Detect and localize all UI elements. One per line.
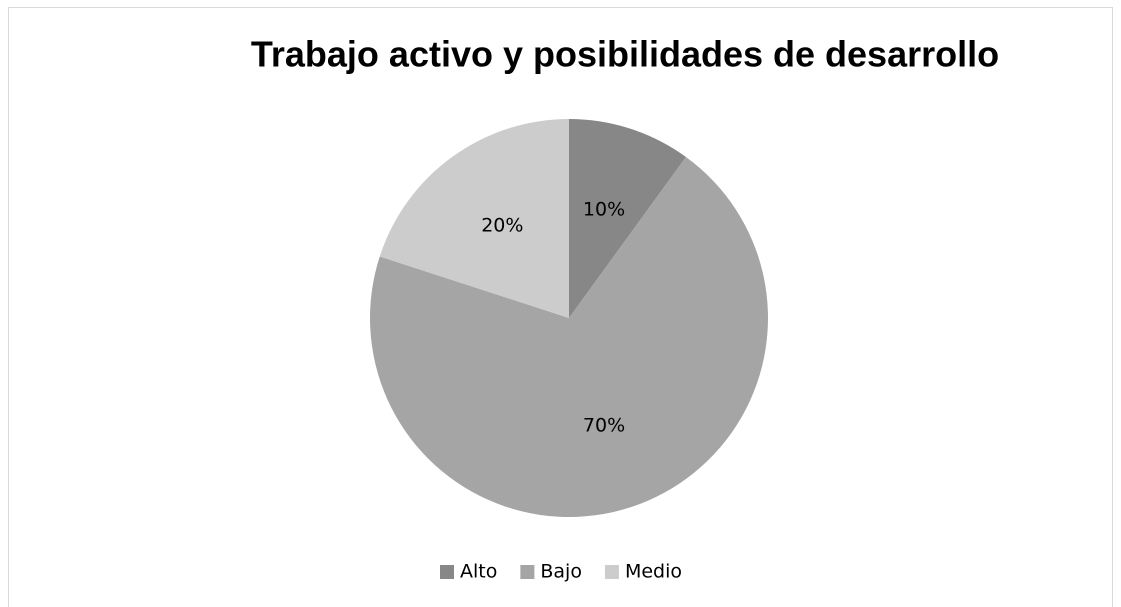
chart-title: Trabajo activo y posibilidades de desarr… xyxy=(251,34,999,75)
data-label: 20% xyxy=(481,215,523,237)
legend-swatch xyxy=(520,565,535,579)
legend-swatch xyxy=(604,565,619,579)
legend-label: Medio xyxy=(625,561,682,583)
data-label: 10% xyxy=(583,199,625,221)
legend-swatch xyxy=(440,565,454,579)
legend-label: Bajo xyxy=(540,561,582,583)
data-label: 70% xyxy=(583,414,625,436)
pie-slice xyxy=(369,157,768,517)
pie-slice xyxy=(379,119,569,318)
pie-slice xyxy=(569,119,686,318)
legend-label: Alto xyxy=(460,561,497,583)
